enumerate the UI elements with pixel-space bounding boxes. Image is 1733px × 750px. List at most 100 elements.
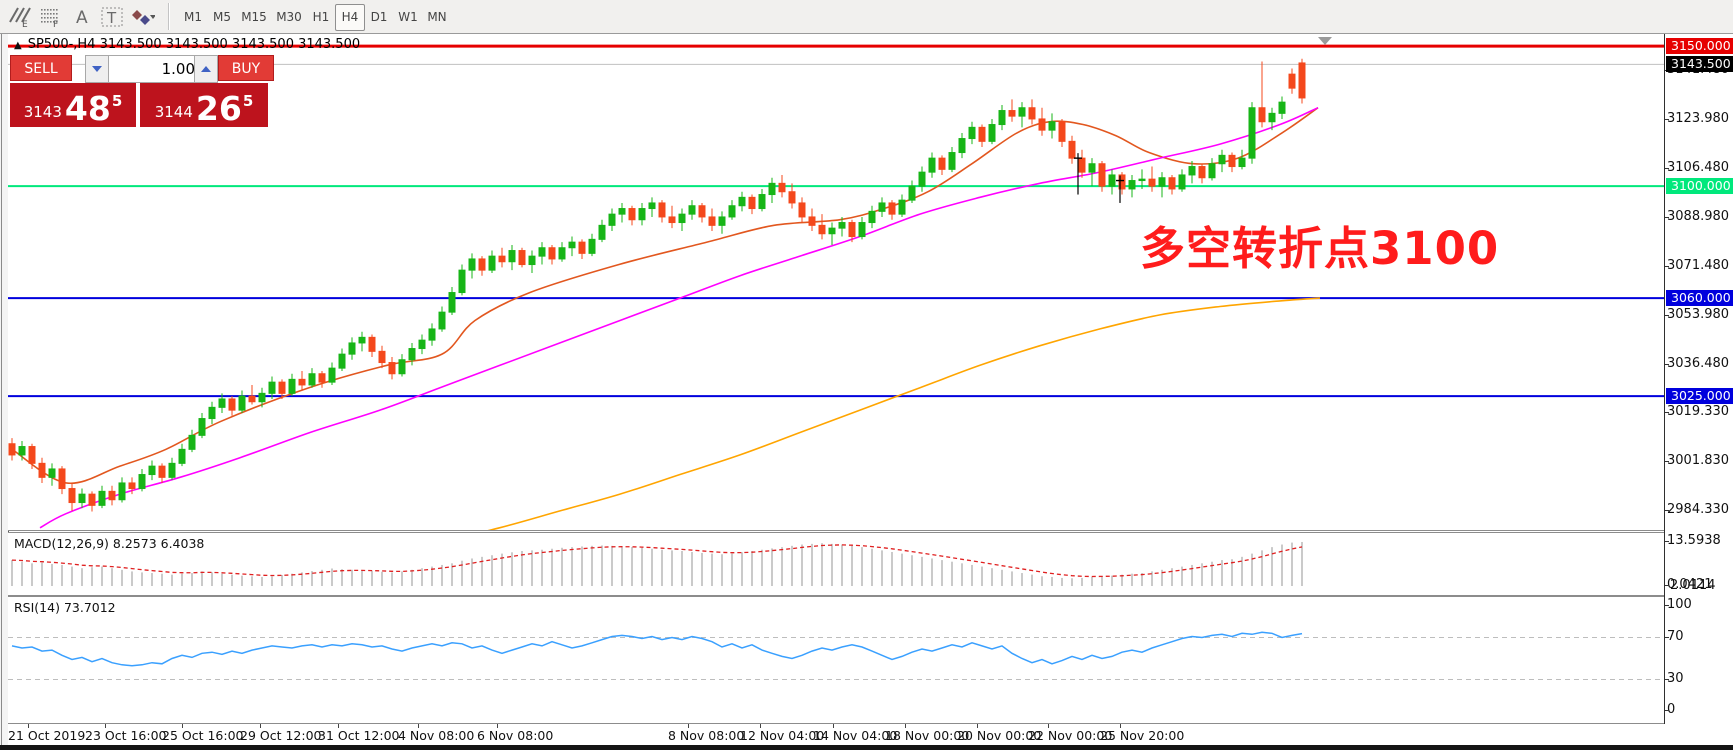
date-tick-mark [977,724,978,728]
axis-tick-mark [1665,168,1669,169]
axis-tick-mark [1665,217,1669,218]
price-tick-label: 3001.830 [1667,453,1730,469]
timeframe-button-m5[interactable]: M5 [213,10,231,24]
axis-tick-mark [1665,315,1669,316]
candlestick-chart[interactable] [8,34,1664,530]
date-tick-label: 25 Nov 20:00 [1100,728,1185,743]
date-tick-mark [260,724,261,728]
axis-tick-mark [1665,636,1669,638]
draw-studies-icon[interactable]: E [6,4,32,29]
timeframe-button-m15[interactable]: M15 [241,10,267,24]
date-tick-label: 6 Nov 08:00 [477,728,554,743]
price-axis[interactable]: 3141.4803123.9803106.4803088.9803071.480… [1664,34,1733,724]
sell-price-prefix: 3143 [23,103,62,121]
text-icon[interactable]: A [68,4,94,29]
bottom-bar [0,745,1733,750]
price-tick-label: 3019.330 [1667,404,1730,420]
macd-chart[interactable] [8,533,1664,593]
sell-price-main: 48 [64,89,111,128]
timeframe-button-mn[interactable]: MN [427,10,447,24]
sell-price-display[interactable]: 3143 48 5 [10,83,136,127]
date-tick-mark [1048,724,1049,728]
time-axis[interactable]: 21 Oct 2019 23 Oct 16:00 25 Oct 16:00 29 Oc… [8,724,1733,745]
toolbar-separator [168,3,170,30]
price-tick-label: 3053.980 [1667,307,1730,322]
svg-text:T: T [106,9,117,27]
price-level-badge: 3100.000 [1666,178,1733,195]
price-level-badge: 3060.000 [1666,290,1733,307]
date-tick-label: 12 Nov 04:00 [740,728,825,743]
date-tick-mark [28,724,29,728]
axis-tick-mark [1665,585,1669,586]
date-tick-label: 23 Oct 16:00 [85,728,167,743]
date-tick-label: 18 Nov 00:00 [885,728,970,743]
macd-level-label: 2.0114 [1670,578,1716,593]
ma-fast-line [11,107,1319,485]
price-level-badge: 3143.500 [1666,56,1733,73]
arrow-objects-icon[interactable] [130,4,156,29]
axis-tick-mark [1665,461,1669,463]
axis-tick-mark [1665,412,1669,414]
axis-tick-mark [1665,605,1669,606]
date-tick-label: 31 Oct 12:00 [318,728,400,743]
timeframe-button-m30[interactable]: M30 [276,10,302,24]
fibonacci-grid-icon[interactable]: F [37,4,63,29]
timeframe-button-w1[interactable]: W1 [398,10,418,24]
date-tick-label: 14 Nov 04:00 [813,728,898,743]
date-tick-mark [833,724,834,728]
price-level-badge: 3025.000 [1666,388,1733,405]
date-tick-label: 22 Nov 00:00 [1028,728,1113,743]
lot-decrease-button[interactable] [85,55,109,83]
macd-indicator-panel[interactable]: MACD(12,26,9) 8.2573 6.4038 [8,532,1664,596]
timeframe-button-h4[interactable]: H4 [335,4,365,31]
lot-size-input[interactable] [108,55,202,83]
one-click-collapse-icon[interactable]: ▲ [14,40,22,51]
buy-price-main: 26 [195,89,242,128]
price-tick-label: 3036.480 [1667,356,1730,371]
buy-price-display[interactable]: 3144 26 5 [140,83,268,127]
svg-text:F: F [53,20,58,28]
date-tick-mark [418,724,419,728]
price-tick-label: 3071.480 [1667,258,1730,273]
macd-max-label: 13.5938 [1667,532,1721,548]
sell-button[interactable]: SELL [10,55,72,81]
date-tick-mark [905,724,906,728]
macd-zero-label: 0.0421 [1667,577,1713,592]
svg-text:E: E [22,20,28,28]
buy-price-prefix: 3144 [154,103,193,121]
price-tick-label: 2984.330 [1667,502,1730,518]
price-tick-label: 3123.980 [1667,111,1730,126]
date-tick-label: 20 Nov 00:00 [957,728,1042,743]
date-tick-mark [338,724,339,728]
text-label-icon[interactable]: T [99,4,125,29]
axis-tick-mark [1665,266,1669,267]
rsi-30-label: 30 [1667,670,1684,686]
axis-tick-mark [1665,678,1669,680]
timeframe-button-m1[interactable]: M1 [184,10,202,24]
date-tick-label: 4 Nov 08:00 [398,728,475,743]
timeframe-button-h1[interactable]: H1 [312,10,330,24]
date-tick-mark [497,724,498,728]
chart-annotation-text: 多空转折点3100 [1140,222,1500,275]
timeframe-button-d1[interactable]: D1 [370,10,388,24]
rsi-label: RSI(14) 73.7012 [14,600,116,615]
axis-tick-mark [1665,119,1669,120]
date-tick-label: 25 Oct 16:00 [162,728,244,743]
rsi-chart[interactable] [8,597,1664,721]
macd-label: MACD(12,26,9) 8.2573 6.4038 [14,536,205,551]
buy-button[interactable]: BUY [218,55,274,81]
spin-down-icon [92,66,102,72]
date-tick-label: 8 Nov 08:00 [668,728,745,743]
axis-tick-mark [1665,540,1669,542]
rsi-0-label: 0 [1667,702,1676,717]
chart-title-text: SP500-,H4 3143.500 3143.500 3143.500 314… [27,37,361,52]
rsi-indicator-panel[interactable]: RSI(14) 73.7012 [8,596,1664,724]
ma-medium-line [39,106,1319,529]
lot-increase-button[interactable] [194,55,218,83]
sell-price-fraction: 5 [111,92,123,110]
rsi-70-label: 70 [1667,628,1684,644]
chart-plot-area[interactable]: ▲ SP500-,H4 3143.500 3143.500 3143.500 31… [8,34,1664,531]
buy-price-fraction: 5 [242,92,254,110]
